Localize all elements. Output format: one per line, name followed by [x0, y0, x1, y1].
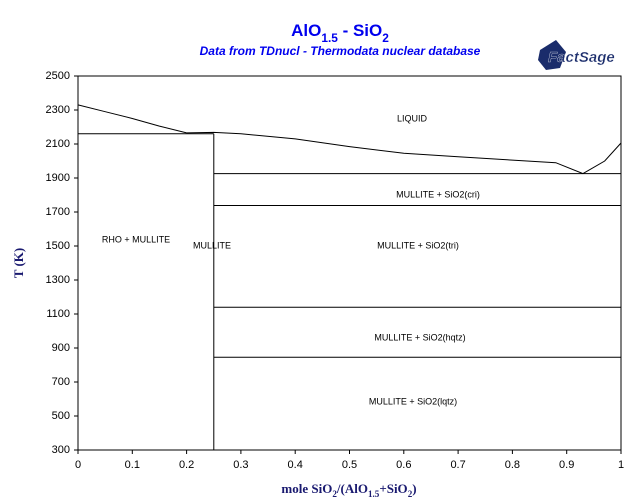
x-tick-label: 0.8	[505, 459, 520, 471]
y-tick-label: 300	[52, 444, 70, 456]
y-tick-label: 1300	[46, 274, 70, 286]
region-label: MULLITE + SiO2(lqtz)	[369, 396, 457, 406]
text-segment: /(AlO	[336, 481, 368, 496]
phase-boundary	[77, 104, 187, 134]
y-tick-label: 1700	[46, 206, 70, 218]
chart-title: AlO1.5 - SiO2	[291, 21, 389, 45]
y-tick-label: 1900	[46, 172, 70, 184]
text-segment: 2	[332, 489, 337, 499]
y-tick-label: 2100	[46, 138, 70, 150]
text-segment: 1.5	[368, 489, 380, 499]
y-tick-label: 1500	[46, 240, 70, 252]
region-label: MULLITE + SiO2(cri)	[396, 189, 480, 199]
x-tick-label: 0.7	[450, 459, 465, 471]
text-segment: - SiO	[338, 21, 382, 40]
phase-boundary	[186, 131, 584, 175]
y-axis-label: T (K)	[11, 248, 26, 278]
y-tick-label: 500	[52, 410, 70, 422]
logo-mark	[538, 40, 566, 70]
text-segment: 2	[408, 489, 413, 499]
x-tick-label: 0.1	[125, 459, 140, 471]
y-tick-label: 900	[52, 342, 70, 354]
region-label: MULLITE + SiO2(hqtz)	[374, 332, 465, 342]
x-tick-label: 0.6	[396, 459, 411, 471]
y-tick-label: 2500	[46, 70, 70, 82]
y-tick-label: 2300	[46, 104, 70, 116]
region-label: MULLITE + SiO2(tri)	[377, 240, 459, 250]
text-segment: )	[412, 481, 416, 496]
x-tick-label: 0.9	[559, 459, 574, 471]
chart-subtitle: Data from TDnucl - Thermodata nuclear da…	[200, 44, 481, 58]
text-segment: 2	[382, 31, 389, 45]
logo: FactSage	[538, 40, 615, 70]
x-tick-label: 0.4	[288, 459, 303, 471]
x-tick-label: 1	[618, 459, 624, 471]
text-segment: +SiO	[379, 481, 407, 496]
plot-frame	[77, 75, 622, 451]
region-label: MULLITE	[193, 240, 231, 250]
x-tick-label: 0	[75, 459, 81, 471]
x-tick-label: 0.2	[179, 459, 194, 471]
y-tick-label: 700	[52, 376, 70, 388]
phase-boundary	[582, 142, 622, 175]
x-tick-label: 0.3	[233, 459, 248, 471]
region-label: RHO + MULLITE	[102, 234, 170, 244]
text-segment: mole SiO	[281, 481, 332, 496]
text-segment: 1.5	[321, 31, 338, 45]
x-axis-label: mole SiO2/(AlO1.5+SiO2)	[281, 481, 416, 499]
y-tick-label: 1100	[46, 308, 70, 320]
logo-text: FactSage	[548, 49, 615, 66]
x-tick-label: 0.5	[342, 459, 357, 471]
region-label: LIQUID	[397, 113, 428, 123]
text-segment: AlO	[291, 21, 321, 40]
